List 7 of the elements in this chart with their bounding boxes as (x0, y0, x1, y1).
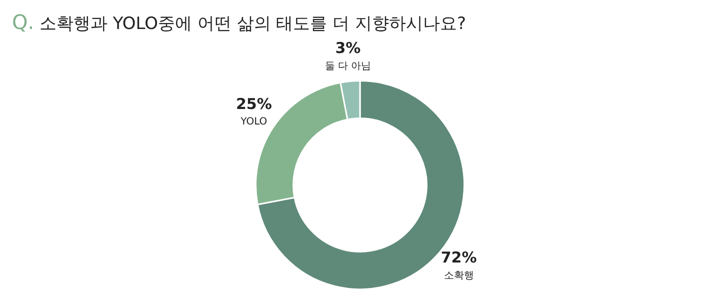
slice-label: 소확행 (444, 270, 474, 282)
data-label: 3% (335, 39, 361, 58)
chart-title: Q. 소확행과 YOLO중에 어떤 삶의 태도를 더 지향하시나요? (12, 10, 466, 34)
slice-label: 둘 다 아님 (324, 60, 372, 72)
data-label: 72% (440, 248, 477, 267)
data-label: 25% (236, 94, 272, 113)
slice-label: YOLO (240, 116, 268, 128)
